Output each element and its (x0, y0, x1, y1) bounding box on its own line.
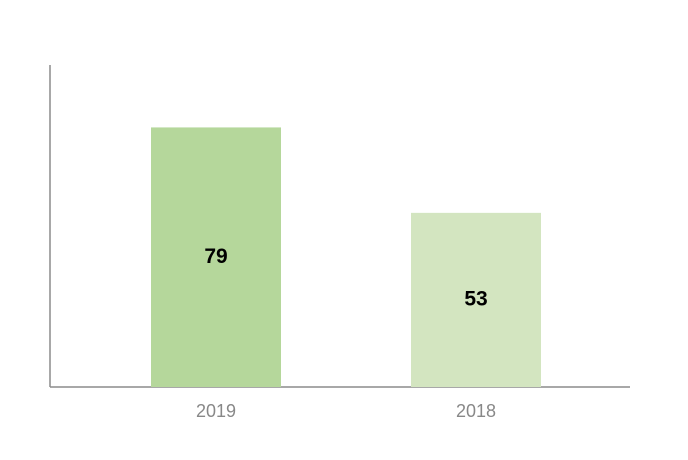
value-label: 53 (464, 287, 487, 310)
x-tick-label: 2018 (456, 401, 496, 421)
x-tick-label: 2019 (196, 401, 236, 421)
bar (151, 127, 281, 387)
value-label: 79 (204, 245, 227, 268)
bar (411, 212, 541, 387)
